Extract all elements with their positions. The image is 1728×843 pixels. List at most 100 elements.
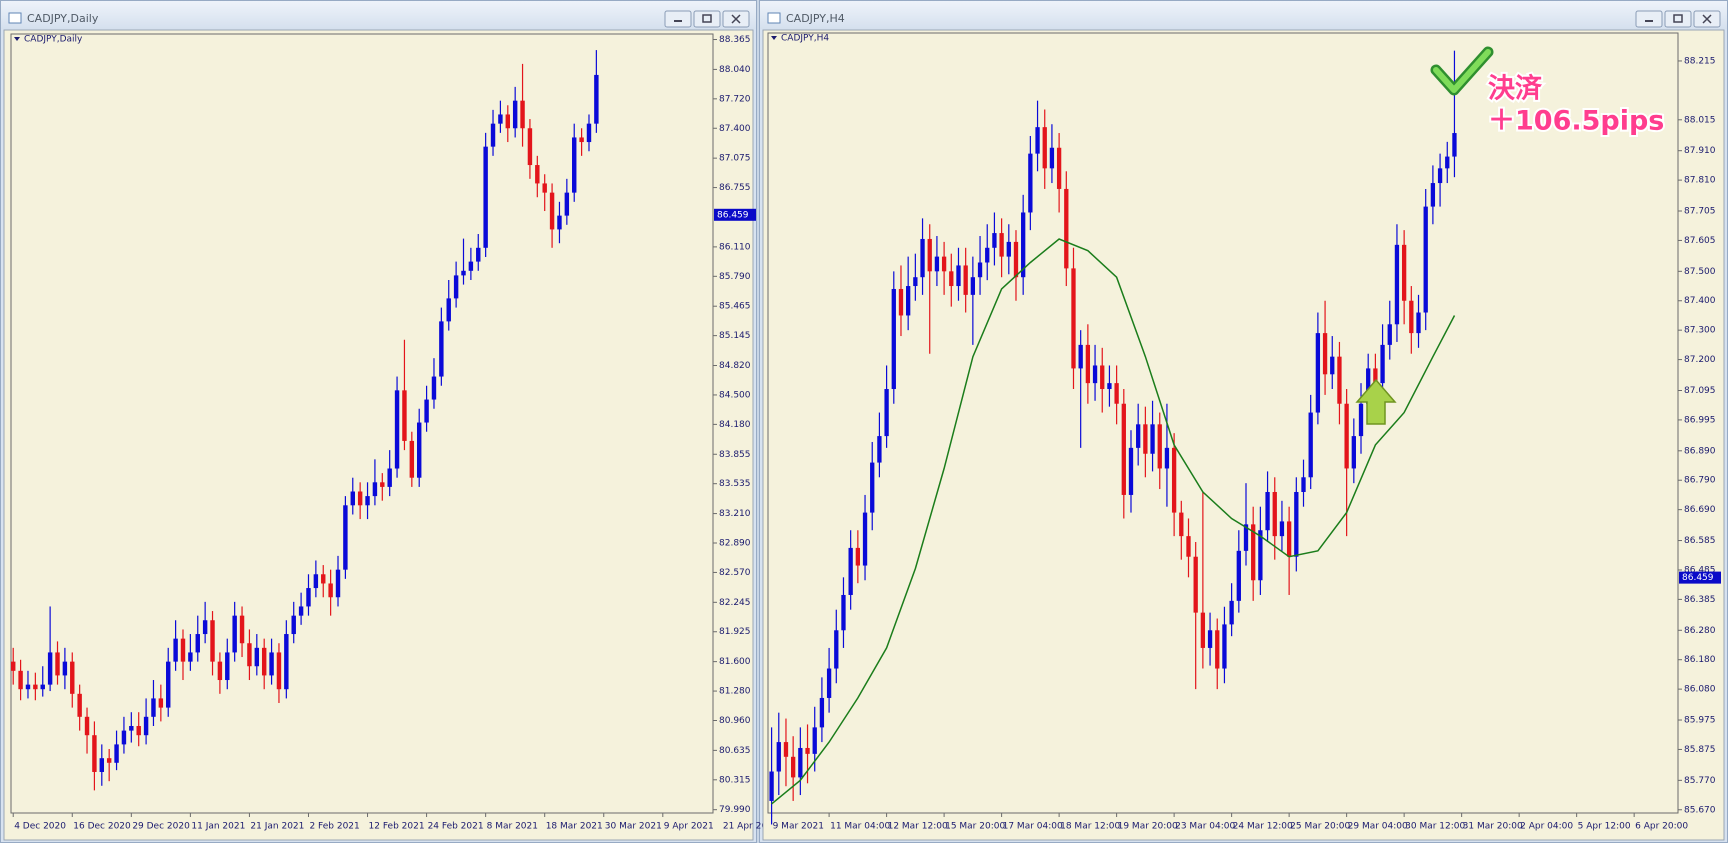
- y-tick-label: 80.315: [719, 775, 751, 785]
- checkmark-icon-highlight: [1433, 49, 1491, 93]
- moving-average-line: [771, 238, 1456, 805]
- candle-body: [158, 698, 164, 708]
- y-tick-label: 87.400: [719, 124, 751, 134]
- candle-body: [1128, 447, 1134, 495]
- annotation-text: ＋106.5pips: [1488, 106, 1664, 137]
- candle-body: [776, 742, 781, 772]
- y-tick-label: 85.790: [719, 272, 751, 282]
- candle-body: [1294, 491, 1299, 557]
- candle-body: [1049, 147, 1055, 169]
- window-icon: [8, 12, 22, 24]
- candle-body: [1286, 521, 1292, 557]
- x-tick-label: 9 Mar 2021: [773, 822, 824, 832]
- x-tick-label: 21 Apr 2021: [723, 822, 779, 832]
- x-tick-label: 25 Mar 20:00: [1290, 822, 1350, 832]
- minimize-button[interactable]: [664, 10, 692, 28]
- restore-button[interactable]: [1664, 10, 1692, 28]
- candle-body: [1136, 424, 1141, 448]
- candle-body: [372, 482, 378, 497]
- candle-body: [77, 693, 82, 717]
- x-tick-label: 23 Mar 04:00: [1175, 822, 1235, 832]
- candle-body: [70, 661, 75, 694]
- candle-body: [431, 376, 437, 400]
- candle-body: [232, 615, 237, 653]
- candle-body: [1358, 403, 1364, 437]
- y-tick-label: 87.075: [719, 154, 751, 164]
- minimize-button[interactable]: [1635, 10, 1663, 28]
- current-price-label: 86.459: [717, 210, 749, 220]
- candle-body: [47, 652, 53, 685]
- candle-body: [579, 137, 584, 143]
- candle-body: [409, 440, 415, 478]
- candle-body: [490, 123, 496, 147]
- candle-body: [1308, 412, 1313, 478]
- y-tick-label: 87.810: [1684, 176, 1716, 186]
- candle-body: [483, 146, 488, 248]
- candle-body: [461, 270, 466, 276]
- candle-body: [920, 238, 925, 278]
- candle-body: [1100, 365, 1105, 390]
- current-price-box: [1679, 571, 1721, 584]
- candle-body: [1265, 491, 1270, 531]
- title-bar: [760, 1, 1727, 29]
- candle-body: [387, 468, 392, 487]
- candle-body: [1193, 556, 1198, 613]
- candle-body: [416, 422, 422, 478]
- y-tick-label: 86.755: [719, 183, 751, 193]
- button-glyph: [731, 14, 741, 24]
- candle-body: [977, 262, 983, 278]
- candle-body: [805, 747, 810, 754]
- chart-label-arrow: [14, 37, 20, 41]
- candle-body: [891, 288, 896, 390]
- candle-body: [1114, 383, 1119, 404]
- candle-body: [1035, 127, 1040, 154]
- candle-body: [121, 730, 127, 745]
- candle-body: [402, 390, 407, 441]
- candle-body: [55, 652, 60, 676]
- y-tick-label: 83.535: [719, 479, 751, 489]
- candle-body: [1409, 300, 1414, 334]
- y-tick-label: 88.040: [719, 65, 751, 75]
- candle-body: [913, 277, 918, 287]
- candle-body: [1121, 403, 1126, 495]
- y-tick-label: 86.790: [1684, 476, 1716, 486]
- candle-body: [239, 615, 245, 644]
- candle-body: [927, 238, 932, 272]
- y-tick-label: 87.200: [1684, 355, 1716, 365]
- candle-body: [1013, 241, 1019, 278]
- candle-body: [1143, 424, 1148, 454]
- candle-body: [834, 630, 839, 669]
- candle-body: [1366, 368, 1371, 404]
- candle-body: [261, 647, 267, 676]
- x-tick-label: 4 Dec 2020: [14, 822, 66, 832]
- y-tick-label: 87.095: [1684, 386, 1716, 396]
- candle-body: [1437, 168, 1443, 184]
- x-tick-label: 11 Jan 2021: [191, 822, 245, 832]
- y-tick-label: 83.855: [719, 450, 751, 460]
- x-tick-label: 31 Mar 20:00: [1463, 822, 1523, 832]
- y-tick-label: 86.180: [1684, 655, 1716, 665]
- chart-client: [3, 29, 754, 841]
- x-tick-label: 16 Dec 2020: [73, 822, 131, 832]
- y-tick-label: 84.500: [719, 390, 751, 400]
- y-tick-label: 86.110: [719, 242, 751, 252]
- plot-frame: [10, 33, 714, 814]
- y-tick-label: 82.570: [719, 568, 751, 578]
- candle-body: [535, 165, 540, 184]
- candle-body: [313, 574, 319, 589]
- chart-label-arrow: [771, 36, 777, 40]
- candle-body: [564, 192, 570, 216]
- candle-body: [1315, 333, 1321, 413]
- candle-body: [512, 100, 518, 129]
- candle-body: [1021, 212, 1026, 278]
- restore-button[interactable]: [693, 10, 721, 28]
- candle-body: [999, 233, 1004, 257]
- candle-body: [542, 183, 547, 193]
- candle-body: [1200, 612, 1206, 648]
- candle-body: [92, 735, 97, 772]
- x-tick-label: 29 Dec 2020: [132, 822, 190, 832]
- candle-body: [1179, 512, 1184, 537]
- y-tick-label: 88.365: [719, 35, 751, 45]
- y-tick-label: 85.875: [1684, 745, 1716, 755]
- candle-body: [291, 615, 296, 635]
